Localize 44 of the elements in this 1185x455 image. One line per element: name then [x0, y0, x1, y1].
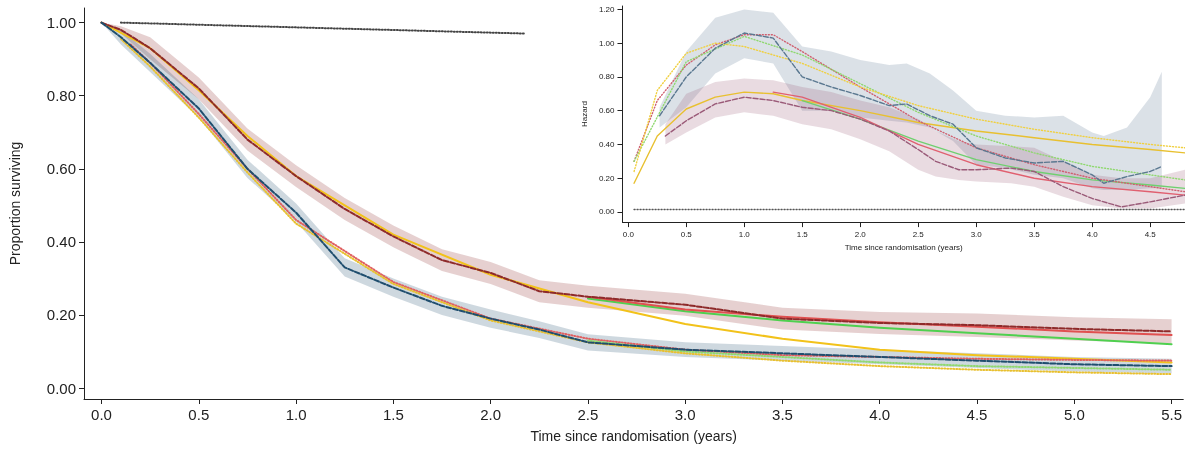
y-tick-label: 0.20	[46, 306, 76, 324]
line-series	[586, 297, 1173, 346]
y-tick-label: 0.40	[46, 233, 76, 251]
x-tick-label: 2.0	[480, 406, 502, 423]
y-tick-label: 0.20	[598, 173, 616, 183]
y-tick-label: 0.60	[46, 160, 76, 178]
x-tick-label: 2.5	[577, 406, 599, 423]
x-tick-label: 0.5	[680, 229, 693, 239]
x-tick-label: 3.0	[970, 229, 983, 239]
y-tick-label: 0.00	[46, 379, 76, 397]
x-tick-label: 0.0	[91, 406, 112, 423]
y-axis-title: Proportion surviving	[7, 141, 23, 266]
line-series	[772, 91, 1185, 196]
x-tick-label: 3.0	[674, 406, 696, 423]
y-tick-label: 0.80	[598, 72, 616, 82]
x-tick-label: 1.5	[796, 229, 809, 239]
x-tick-label: 1.0	[285, 406, 307, 423]
x-tick-label: 0.0	[622, 229, 635, 239]
y-tick-label: 0.80	[46, 87, 76, 105]
x-tick-label: 3.5	[772, 406, 793, 423]
x-tick-label: 3.5	[1028, 229, 1041, 239]
y-tick-label: 0.60	[598, 106, 616, 116]
y-tick-label: 1.00	[598, 38, 616, 48]
y-tick-label: 0.40	[598, 139, 616, 149]
x-tick-label: 1.5	[382, 406, 404, 423]
x-axis-title: Time since randomisation (years)	[844, 242, 964, 252]
x-tick-label: 5.5	[1161, 406, 1183, 423]
x-tick-label: 4.0	[869, 406, 891, 423]
x-tick-label: 0.5	[188, 406, 210, 423]
x-tick-label: 4.0	[1086, 229, 1099, 239]
x-tick-label: 4.5	[966, 406, 988, 423]
y-tick-label: 1.20	[598, 4, 616, 14]
line-series	[586, 339, 1173, 371]
y-tick-label: 1.00	[46, 14, 76, 32]
x-tick-label: 2.5	[912, 229, 925, 239]
x-tick-label: 5.0	[1063, 406, 1085, 423]
line-series	[801, 99, 1185, 190]
line-series	[633, 91, 1185, 184]
x-tick-label: 4.5	[1144, 229, 1157, 239]
x-tick-label: 1.0	[738, 229, 751, 239]
x-tick-label: 2.0	[854, 229, 867, 239]
x-axis-title: Time since randomisation (years)	[530, 428, 737, 444]
y-axis-title: Hazard	[579, 101, 589, 127]
y-tick-label: 0.00	[598, 207, 616, 217]
